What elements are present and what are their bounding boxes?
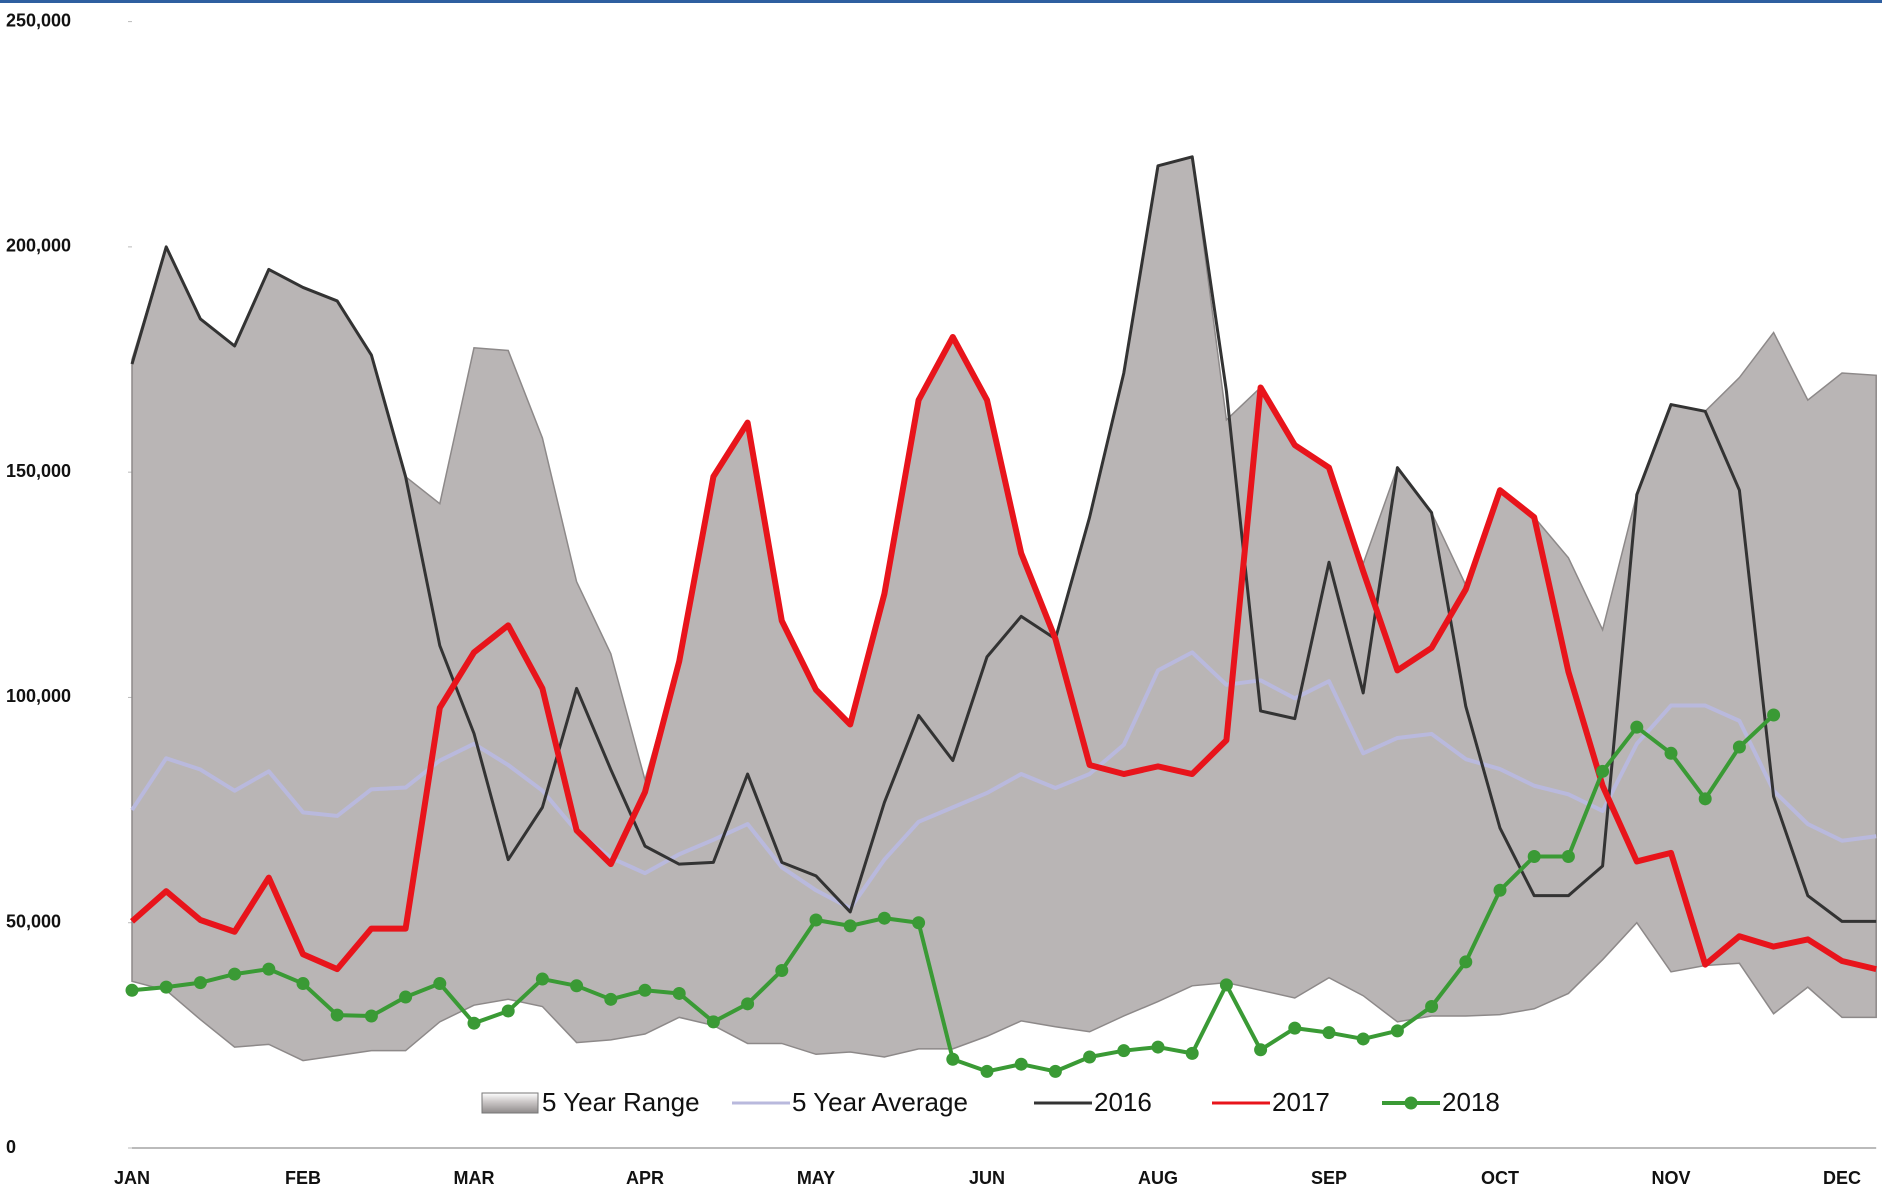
series-line — [130, 333, 1877, 973]
point — [296, 977, 310, 991]
x-tick-label: MAY — [797, 1168, 835, 1188]
point — [1732, 740, 1746, 754]
point — [706, 1015, 720, 1029]
point — [946, 1052, 960, 1066]
point — [809, 913, 823, 927]
point — [501, 1004, 515, 1018]
point — [1219, 978, 1233, 992]
legend-swatch — [481, 1092, 539, 1114]
point — [330, 1008, 344, 1022]
y-tick-label: 150,000 — [6, 461, 71, 481]
y-tick-label: 50,000 — [6, 911, 61, 931]
point — [638, 983, 652, 997]
legend-label: 2017 — [1272, 1087, 1330, 1117]
point — [1630, 720, 1644, 734]
x-tick-label: FEB — [285, 1168, 321, 1188]
series-line — [130, 155, 1877, 923]
point — [1664, 746, 1678, 760]
point — [604, 992, 618, 1006]
point — [1767, 708, 1781, 722]
point — [980, 1064, 994, 1078]
point — [741, 997, 755, 1011]
legend-label: 2016 — [1094, 1087, 1152, 1117]
point — [843, 919, 857, 933]
point — [775, 963, 789, 977]
x-tick-label: OCT — [1481, 1168, 1519, 1188]
point — [1014, 1057, 1028, 1071]
point — [1288, 1021, 1302, 1035]
y-tick-label: 100,000 — [6, 686, 71, 706]
point — [535, 972, 549, 986]
point — [433, 977, 447, 991]
x-tick-label: NOV — [1651, 1168, 1690, 1188]
point — [1083, 1050, 1097, 1064]
x-tick-label: MAR — [454, 1168, 495, 1188]
x-tick-label: DEC — [1823, 1168, 1861, 1188]
series-line — [130, 650, 1877, 911]
legend-swatch — [1404, 1096, 1418, 1110]
point — [399, 990, 413, 1004]
point — [193, 976, 207, 990]
point — [912, 916, 926, 930]
point — [228, 967, 242, 981]
point — [467, 1016, 481, 1030]
y-tick-label: 250,000 — [6, 10, 71, 30]
y-tick-label: 0 — [6, 1137, 16, 1157]
point — [1151, 1040, 1165, 1054]
x-tick-label: SEP — [1311, 1168, 1347, 1188]
point — [1322, 1026, 1336, 1040]
point — [1048, 1064, 1062, 1078]
range-area — [131, 155, 1877, 1062]
point — [1117, 1044, 1131, 1058]
point — [364, 1009, 378, 1023]
legend-label: 2018 — [1442, 1087, 1500, 1117]
point — [1561, 849, 1575, 863]
point — [1185, 1046, 1199, 1060]
x-tick-label: AUG — [1138, 1168, 1178, 1188]
point — [1698, 792, 1712, 806]
legend-label: 5 Year Range — [542, 1087, 700, 1117]
point — [877, 911, 891, 925]
point — [1356, 1032, 1370, 1046]
point — [570, 979, 584, 993]
point — [1493, 883, 1507, 897]
x-tick-label: APR — [626, 1168, 664, 1188]
point — [672, 986, 686, 1000]
point — [1254, 1043, 1268, 1057]
point — [1390, 1024, 1404, 1038]
point — [159, 980, 173, 994]
point — [262, 962, 276, 976]
x-tick-label: JAN — [114, 1168, 150, 1188]
point — [1459, 955, 1473, 969]
y-tick-label: 200,000 — [6, 236, 71, 256]
point — [125, 983, 139, 997]
legend-label: 5 Year Average — [792, 1087, 968, 1117]
x-tick-label: JUN — [969, 1168, 1005, 1188]
point — [1527, 849, 1541, 863]
point — [1425, 1000, 1439, 1014]
top-border — [0, 0, 1882, 3]
point — [1596, 764, 1610, 778]
